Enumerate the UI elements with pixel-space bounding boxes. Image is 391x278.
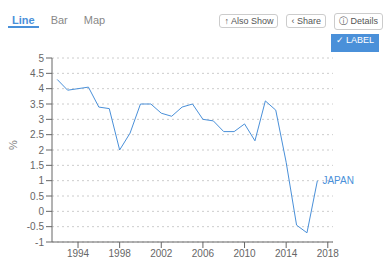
svg-text:2: 2 [38, 145, 44, 156]
svg-text:1.5: 1.5 [30, 160, 44, 171]
svg-text:2014: 2014 [275, 248, 298, 259]
svg-text:1: 1 [38, 175, 44, 186]
svg-text:-0.5: -0.5 [27, 221, 45, 232]
svg-text:-1: -1 [35, 237, 44, 248]
svg-text:2018: 2018 [317, 248, 340, 259]
html-text:✓ LABEL: ✓ LABEL [335, 35, 374, 45]
html-text:Bar: Bar [50, 14, 68, 26]
svg-text:%: % [8, 140, 19, 150]
svg-text:2002: 2002 [150, 248, 173, 259]
svg-text:3: 3 [38, 114, 44, 125]
svg-text:JAPAN: JAPAN [322, 175, 354, 186]
html-text:ⓘ Details: ⓘ Details [339, 15, 378, 26]
svg-text:1998: 1998 [109, 248, 132, 259]
html-text:‹ Share: ‹ Share [291, 16, 321, 26]
svg-text:3.5: 3.5 [30, 99, 44, 110]
svg-text:5: 5 [38, 53, 44, 64]
svg-text:4.5: 4.5 [30, 68, 44, 79]
html-text:Map: Map [83, 14, 106, 26]
svg-text:0: 0 [38, 206, 44, 217]
svg-text:1994: 1994 [67, 248, 90, 259]
svg-text:0.5: 0.5 [30, 191, 44, 202]
svg-text:2010: 2010 [233, 248, 256, 259]
html-text:↑ Also Show: ↑ Also Show [224, 16, 274, 26]
svg-text:4: 4 [38, 83, 44, 94]
svg-text:2.5: 2.5 [30, 129, 44, 140]
html-text:Line: Line [12, 14, 35, 26]
svg-text:2006: 2006 [192, 248, 215, 259]
